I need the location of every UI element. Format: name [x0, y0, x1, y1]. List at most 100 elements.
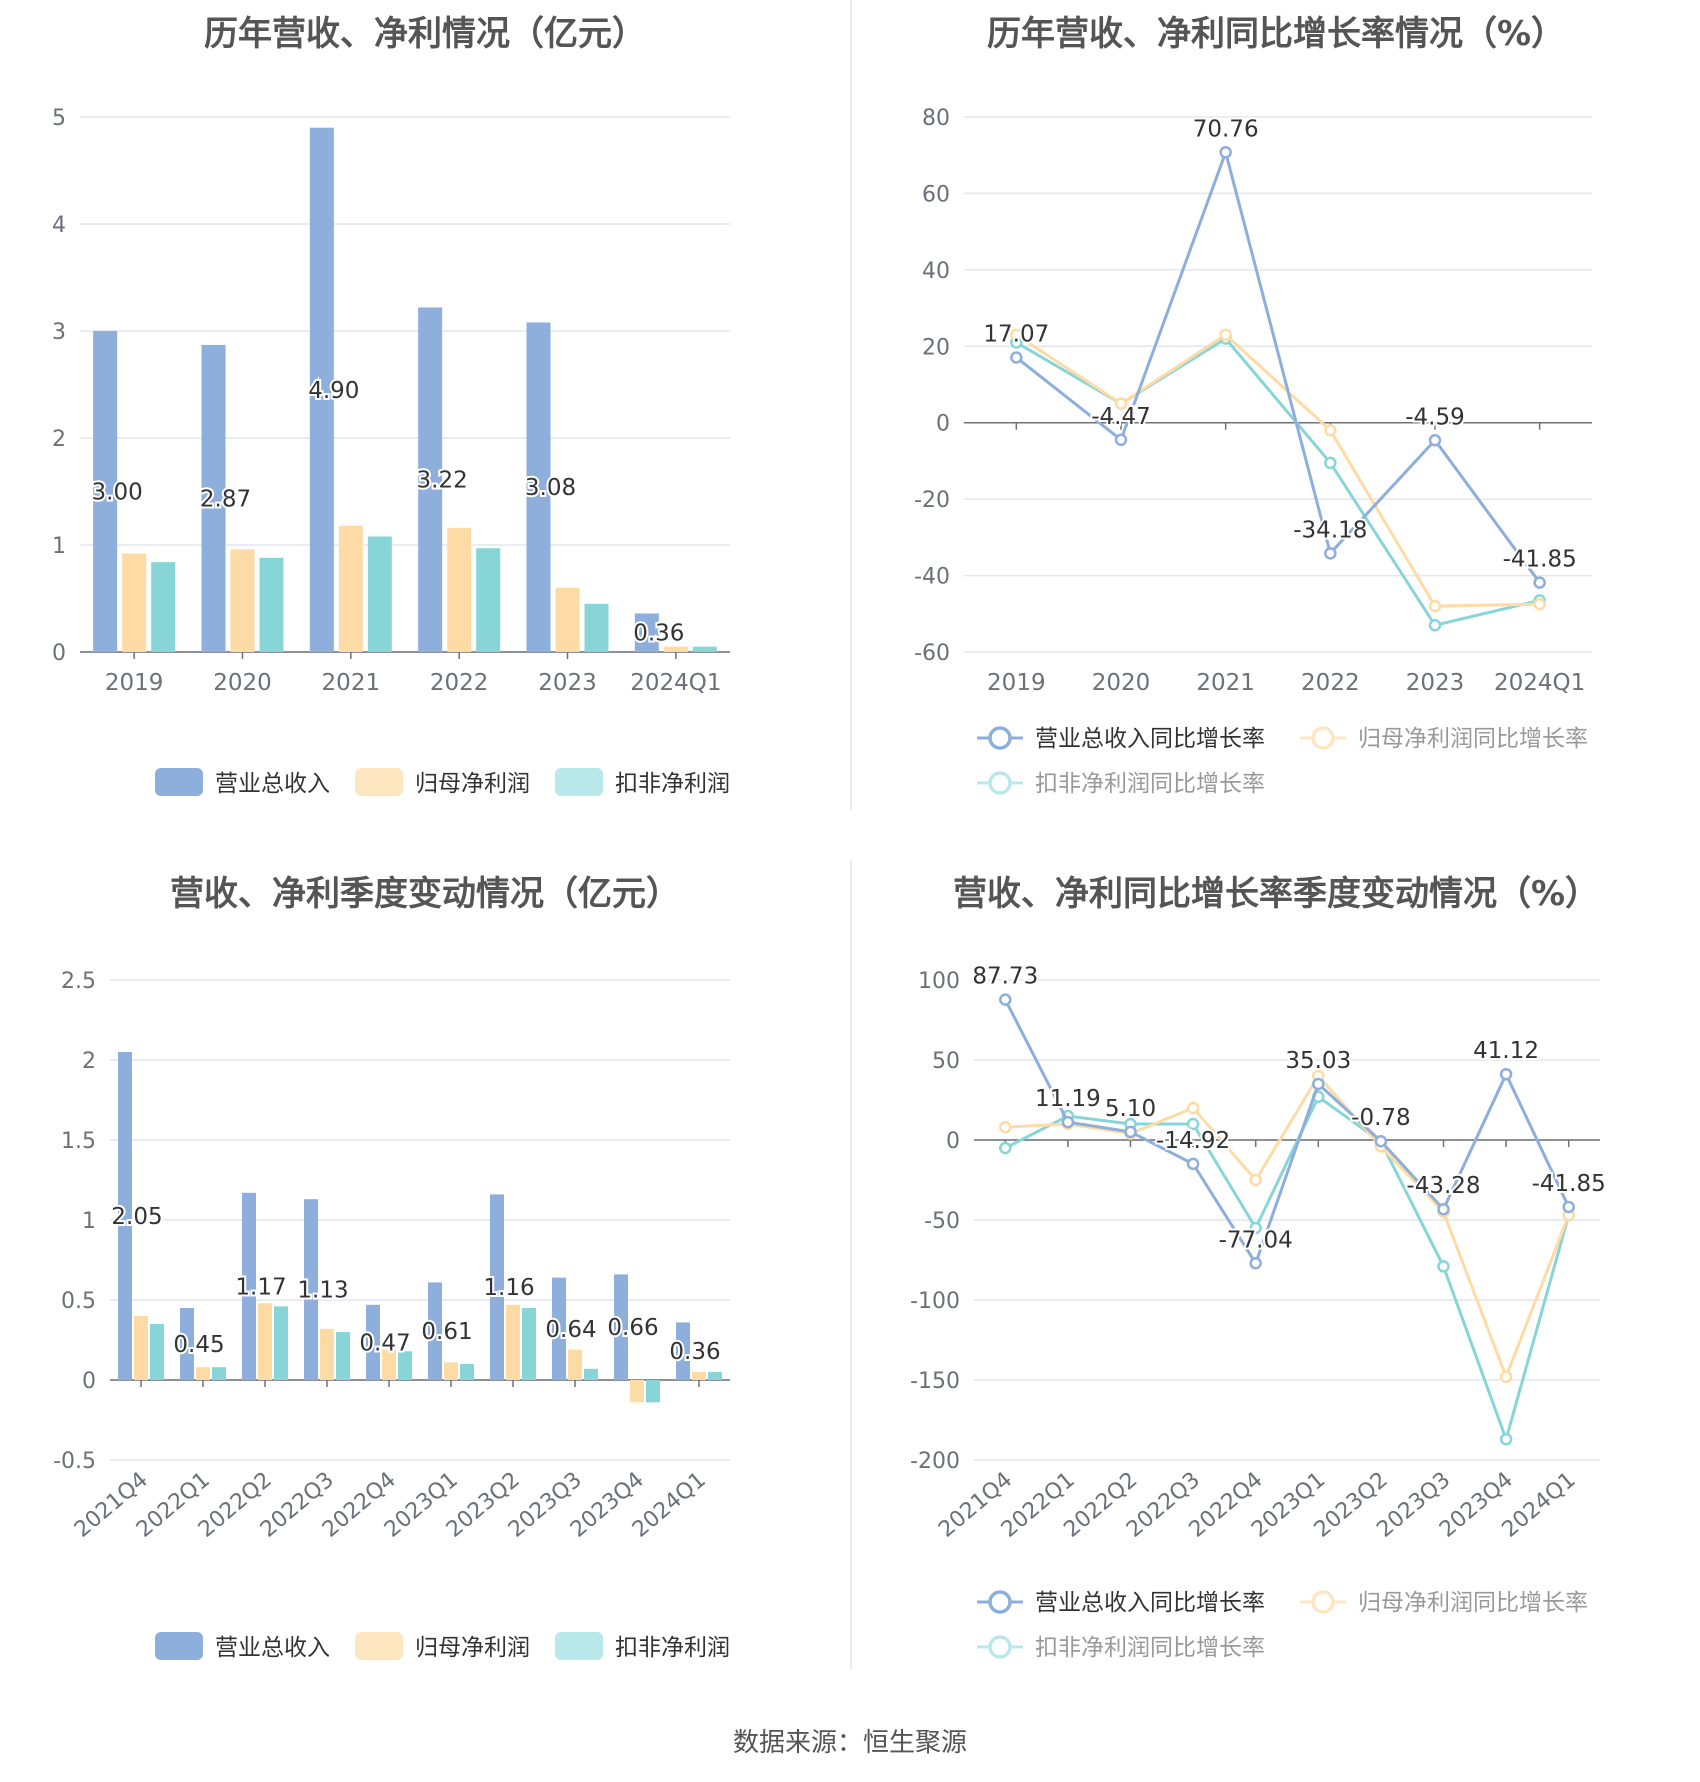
series-3 [151, 536, 717, 652]
data-label: -14.92 [1156, 1128, 1230, 1154]
legend-marker [988, 771, 1012, 795]
data-label: 2.05 [111, 1204, 162, 1230]
bar [418, 307, 443, 652]
bar [242, 1192, 256, 1380]
data-label: 0.66 [607, 1315, 658, 1341]
series-3 [150, 1306, 722, 1403]
data-point [1249, 1221, 1262, 1235]
y-tick-label: 2 [82, 1049, 96, 1074]
bar [663, 646, 688, 652]
data-point [1219, 146, 1232, 159]
data-label: -0.78 [1351, 1105, 1411, 1131]
data-point [999, 1120, 1012, 1134]
bar [552, 1277, 566, 1380]
bar [692, 1372, 706, 1380]
series-2 [1010, 328, 1546, 613]
data-point [1219, 328, 1232, 342]
legend-label: 营业总收入同比增长率 [1035, 1590, 1265, 1616]
y-tick-label: 0 [82, 1369, 96, 1394]
y-tick-label: 20 [922, 335, 950, 360]
series-3 [999, 1090, 1575, 1446]
bar [366, 1304, 380, 1380]
data-point [1186, 1101, 1200, 1115]
y-tick-label: 50 [932, 1049, 960, 1074]
data-point [1010, 351, 1023, 364]
series-line [1015, 147, 1541, 584]
data-label: 87.73 [972, 964, 1038, 990]
data-label: 0.45 [173, 1332, 224, 1358]
bar [122, 553, 147, 652]
data-label: 4.90 [308, 378, 359, 404]
bar [259, 557, 284, 652]
data-point [1499, 1067, 1513, 1081]
data-label: 11.19 [1035, 1086, 1101, 1112]
data-point [1428, 599, 1442, 613]
bar [614, 1274, 628, 1380]
data-point [1562, 1200, 1575, 1214]
legend-label: 归母净利润 [415, 771, 530, 797]
data-label: 0.36 [633, 621, 684, 647]
bar [309, 127, 334, 652]
legend-label: 归母净利润同比增长率 [1358, 726, 1588, 752]
chart-title: 营收、净利季度变动情况（亿元） [170, 874, 680, 914]
y-tick-label: 1 [52, 534, 66, 559]
bar [212, 1367, 226, 1380]
legend-label: 扣非净利润 [615, 771, 730, 797]
data-point [1499, 1370, 1513, 1384]
legend-swatch [355, 768, 403, 796]
data-label: 0.36 [669, 1339, 720, 1365]
annual-amounts-chart: 0 1 2 3 4 5 2019 2020 2021 2022 2023 2024Q1 3.00 2.87… [52, 106, 730, 797]
series-line [1003, 998, 1571, 1267]
y-tick-label: -200 [910, 1449, 960, 1474]
bar [646, 1380, 660, 1403]
bar [93, 331, 118, 652]
bar [447, 527, 472, 652]
gridlines [80, 116, 730, 653]
bar [708, 1372, 722, 1380]
x-tick-label: 2020 [1092, 670, 1151, 696]
series-1 [118, 1052, 690, 1380]
bar [428, 1282, 442, 1380]
bar [367, 536, 392, 652]
legend-swatch [555, 1632, 603, 1660]
series-line [1015, 332, 1540, 608]
data-label: 2.87 [200, 486, 251, 512]
data-source-note: 数据来源：恒生聚源 [732, 1728, 967, 1758]
chart-title: 历年营收、净利情况（亿元） [204, 14, 646, 54]
bar [634, 613, 659, 652]
data-point [1186, 1117, 1200, 1131]
legend-label: 归母净利润同比增长率 [1358, 1590, 1588, 1616]
bar [630, 1380, 644, 1403]
data-label: 0.47 [359, 1330, 410, 1356]
data-label: 41.12 [1473, 1038, 1539, 1064]
data-label: 1.13 [297, 1278, 348, 1304]
bar [584, 603, 609, 652]
series-2 [122, 525, 688, 652]
bar [444, 1362, 458, 1380]
bar [584, 1368, 598, 1380]
y-tick-label: -150 [910, 1369, 960, 1394]
data-point [1249, 1257, 1262, 1270]
bar [506, 1304, 520, 1380]
y-tick-label: -50 [924, 1209, 960, 1234]
data-label: 0.61 [421, 1319, 472, 1345]
y-tick-label: 3 [52, 320, 66, 345]
bar [320, 1328, 334, 1380]
y-tick-label: 1 [82, 1209, 96, 1234]
legend-marker [988, 1590, 1012, 1614]
legend-label: 扣非净利润 [615, 1635, 730, 1661]
bar [490, 1194, 504, 1380]
y-tick-label: -60 [914, 641, 950, 666]
vertical-divider-bottom [850, 860, 852, 1670]
series-line [1005, 1073, 1571, 1381]
data-label: -43.28 [1406, 1173, 1480, 1199]
data-point [1437, 1202, 1450, 1216]
legend-swatch [555, 768, 603, 796]
legend-label: 归母净利润 [415, 1635, 530, 1661]
panel-quarterly-growth: 营收、净利同比增长率季度变动情况（%） -200 -150 -100 -50 0 50 10… [852, 860, 1700, 1680]
y-tick-label: 4 [52, 213, 66, 238]
y-tick-label: 80 [922, 106, 950, 131]
y-tick-label: 0.5 [61, 1289, 96, 1314]
panel-annual-amounts: 历年营收、净利情况（亿元） 0 1 2 3 4 5 2019 2020 2021 2022 2023… [0, 0, 850, 820]
